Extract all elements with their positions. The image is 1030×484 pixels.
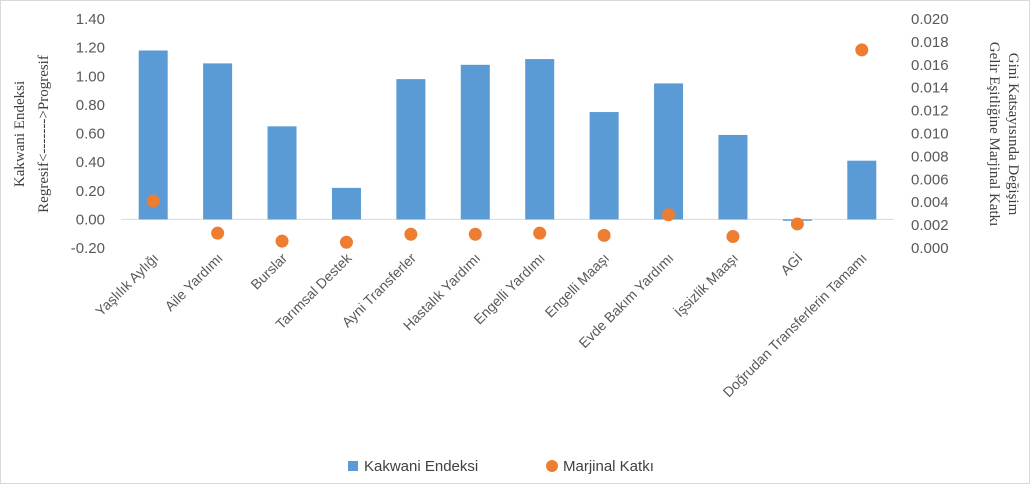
point-marjinal — [790, 217, 804, 231]
right-tick-label: 0.020 — [911, 11, 949, 28]
left-axis-title-line2: Regresif<------->Progresif — [36, 55, 52, 213]
right-tick-label: 0.004 — [911, 194, 949, 211]
bar-kakwani — [525, 59, 555, 220]
left-axis-title-line1: Kakwani Endeksi — [12, 81, 28, 187]
bar-kakwani — [460, 64, 490, 220]
left-tick-label: 1.20 — [76, 40, 105, 57]
point-marjinal — [468, 227, 482, 241]
left-tick-label: 0.60 — [76, 126, 105, 143]
legend: Kakwani Endeksi Marjinal Katkı — [348, 458, 654, 475]
left-axis-ticks: 1.40 1.20 1.00 0.80 0.60 0.40 0.20 0.00 -0.20 — [71, 11, 105, 257]
left-tick-label: 0.20 — [76, 183, 105, 200]
point-marjinal — [146, 194, 160, 208]
right-axis-ticks: 0.020 0.018 0.016 0.014 0.012 0.010 0.008 0.006… — [911, 11, 949, 257]
point-marjinal — [404, 227, 418, 241]
left-tick-label: -0.20 — [71, 240, 105, 257]
category-label: AGİ — [776, 249, 805, 278]
bar-kakwani — [331, 187, 361, 220]
point-marjinal — [726, 230, 740, 244]
point-marjinal — [855, 43, 869, 57]
right-tick-label: 0.014 — [911, 80, 949, 97]
point-marjinal — [275, 234, 289, 248]
left-tick-label: 0.80 — [76, 97, 105, 114]
bar-kakwani — [718, 134, 748, 220]
bar-kakwani — [589, 112, 619, 220]
left-tick-label: 1.40 — [76, 11, 105, 28]
right-tick-label: 0.008 — [911, 148, 949, 165]
bar-kakwani — [203, 63, 233, 220]
category-label: Engelli Maaşı — [542, 250, 613, 321]
bar-kakwani — [396, 79, 426, 220]
legend-label-marjinal: Marjinal Katkı — [563, 458, 654, 475]
bar-kakwani — [267, 126, 297, 220]
left-tick-label: 0.40 — [76, 154, 105, 171]
category-label: Doğrudan Transferlerin Tamamı — [720, 250, 870, 400]
bar-kakwani — [138, 50, 168, 220]
category-label: Yaşlılık Aylığı — [92, 250, 161, 319]
category-label: Burslar — [247, 250, 290, 293]
category-label: İşsizlik Maaşı — [670, 249, 741, 320]
category-labels: Yaşlılık Aylığı Aile Yardımı BurslarTarıms… — [92, 249, 870, 400]
scatter-series — [146, 43, 869, 249]
left-tick-label: 1.00 — [76, 68, 105, 85]
right-tick-label: 0.006 — [911, 171, 949, 188]
left-tick-label: 0.00 — [76, 211, 105, 228]
bar-kakwani — [654, 83, 684, 220]
point-marjinal — [339, 235, 353, 249]
right-axis-title-line2: Gini Katsayısında Değişim — [1005, 53, 1021, 216]
right-tick-label: 0.010 — [911, 126, 949, 143]
right-tick-label: 0.018 — [911, 34, 949, 51]
legend-swatch-marjinal — [546, 460, 558, 472]
right-tick-label: 0.012 — [911, 103, 949, 120]
point-marjinal — [597, 228, 611, 242]
right-axis-title-line1: Gelir Eşitliğine Marjinal Katkı — [986, 42, 1002, 227]
category-label: Aile Yardımı — [161, 250, 225, 314]
legend-label-kakwani: Kakwani Endeksi — [364, 458, 478, 475]
point-marjinal — [533, 226, 547, 240]
point-marjinal — [662, 208, 676, 222]
right-tick-label: 0.000 — [911, 240, 949, 257]
point-marjinal — [211, 226, 225, 240]
bar-series — [138, 50, 877, 221]
right-tick-label: 0.016 — [911, 57, 949, 74]
right-tick-label: 0.002 — [911, 217, 949, 234]
bar-kakwani — [847, 160, 877, 220]
legend-swatch-kakwani — [348, 461, 358, 471]
